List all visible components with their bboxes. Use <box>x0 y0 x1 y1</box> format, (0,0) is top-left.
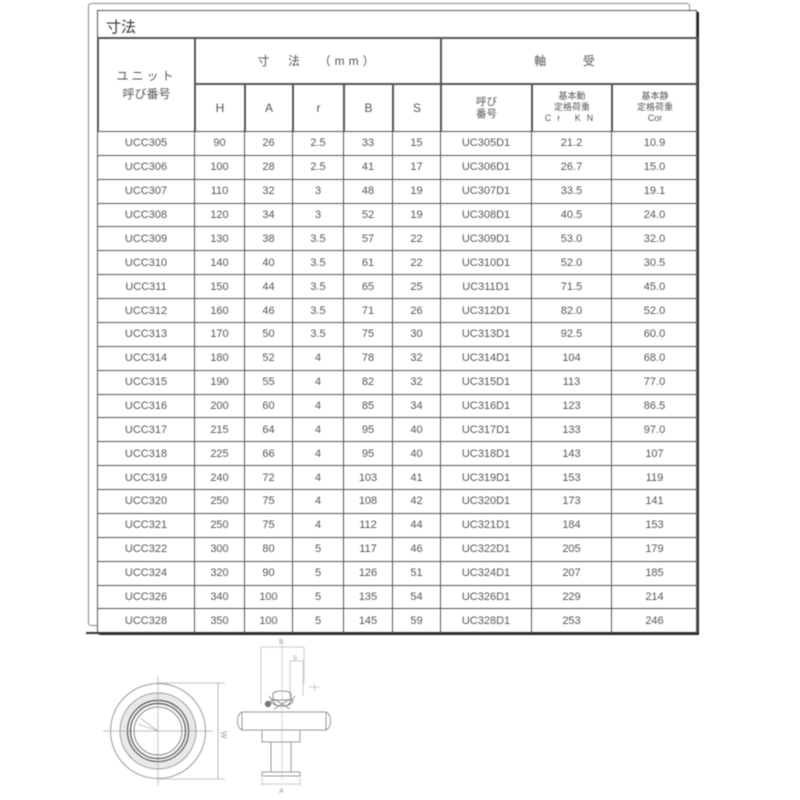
svg-text:W: W <box>219 731 228 739</box>
svg-text:B: B <box>279 639 284 646</box>
svg-text:S: S <box>293 656 297 662</box>
svg-text:A: A <box>279 788 284 795</box>
